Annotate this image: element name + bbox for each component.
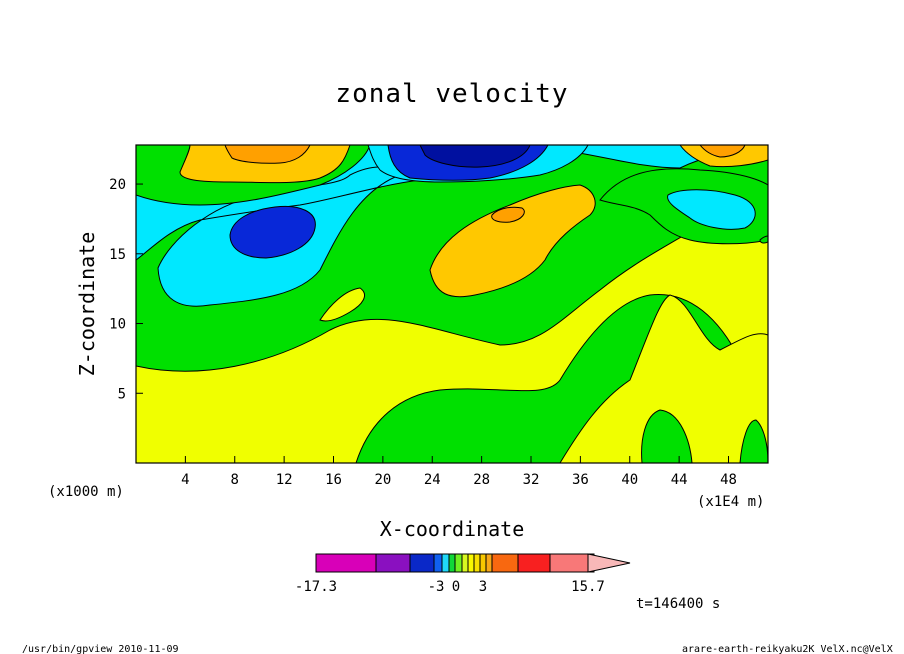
x-unit-label: (x1E4 m)	[697, 494, 764, 510]
contour-cyan-right	[667, 189, 756, 230]
colorbar-cell	[461, 553, 469, 573]
colorbar-labels: -17.3 -3 0 3 15.7	[295, 579, 605, 595]
colorbar-cell	[454, 553, 463, 573]
footer-right: arare-earth-reikyaku2K_VelX.nc@VelX	[682, 644, 893, 654]
colorbar-cell	[491, 553, 519, 573]
contour-fill	[136, 145, 768, 463]
plot-frame	[135, 144, 769, 464]
contour-orange2-top-right	[699, 145, 746, 158]
x-tick-label: 32	[523, 472, 540, 488]
y-tick-label: 15	[109, 247, 126, 263]
x-tick-label: 8	[231, 472, 239, 488]
contour-green-small	[759, 235, 768, 244]
colorbar-tick-label: -17.3	[295, 579, 337, 595]
contour-yellow-right	[559, 294, 768, 463]
y-tick-label: 20	[109, 177, 126, 193]
contour-green-lower-right	[641, 409, 693, 463]
time-label: t=146400 s	[636, 596, 720, 612]
y-axis-label: Z-coordinate	[75, 232, 99, 377]
colorbar-arrow	[587, 553, 631, 573]
colorbar-tick-label: 15.7	[571, 579, 605, 595]
colorbar-tick-label: -3	[428, 579, 445, 595]
chart-title: zonal velocity	[335, 79, 568, 109]
x-tick-label: 44	[671, 472, 688, 488]
x-tick-label: 16	[325, 472, 342, 488]
colorbar-cell	[448, 553, 456, 573]
colorbar-cell	[375, 553, 411, 573]
colorbar-cell	[479, 553, 487, 573]
colorbar-tick-label: 3	[479, 579, 487, 595]
colorbar	[315, 553, 631, 573]
y-tick-label: 5	[118, 386, 126, 402]
contour-orange2-top-left	[224, 145, 311, 164]
colorbar-cell	[485, 553, 493, 573]
contour-darkblue-top	[419, 145, 531, 168]
y-tick-label: 10	[109, 317, 126, 333]
contour-orange-center	[429, 184, 596, 298]
colorbar-cell	[409, 553, 435, 573]
colorbar-tick-label: 0	[452, 579, 460, 595]
colorbar-cell	[473, 553, 481, 573]
x-tick-label: 20	[374, 472, 391, 488]
contour-blue-left	[229, 205, 316, 259]
footer-left: /usr/bin/gpview 2010-11-09	[22, 644, 179, 654]
x-tick-label: 36	[572, 472, 589, 488]
y-unit-label: (x1000 m)	[48, 484, 124, 500]
x-axis-ticks: 4 8 12 16 20 24 28 32 36 40 44 48	[181, 456, 737, 488]
colorbar-cell	[517, 553, 551, 573]
contour-yellow-inlet	[319, 287, 365, 322]
x-tick-label: 48	[720, 472, 737, 488]
x-tick-label: 4	[181, 472, 189, 488]
colorbar-cell	[467, 553, 475, 573]
contour-orange2-center	[491, 206, 525, 223]
x-tick-label: 12	[276, 472, 293, 488]
colorbar-frame	[315, 553, 589, 573]
colorbar-cell	[433, 553, 443, 573]
colorbar-cell	[549, 553, 595, 573]
x-tick-label: 40	[621, 472, 638, 488]
x-axis-label: X-coordinate	[380, 517, 525, 541]
colorbar-cell	[315, 553, 377, 573]
y-axis-ticks: 5 10 15 20	[109, 177, 143, 402]
contour-orange-top-left	[179, 145, 351, 184]
x-tick-label: 28	[473, 472, 490, 488]
colorbar-cell	[441, 553, 450, 573]
contour-green-corner	[739, 419, 768, 463]
x-tick-label: 24	[424, 472, 441, 488]
